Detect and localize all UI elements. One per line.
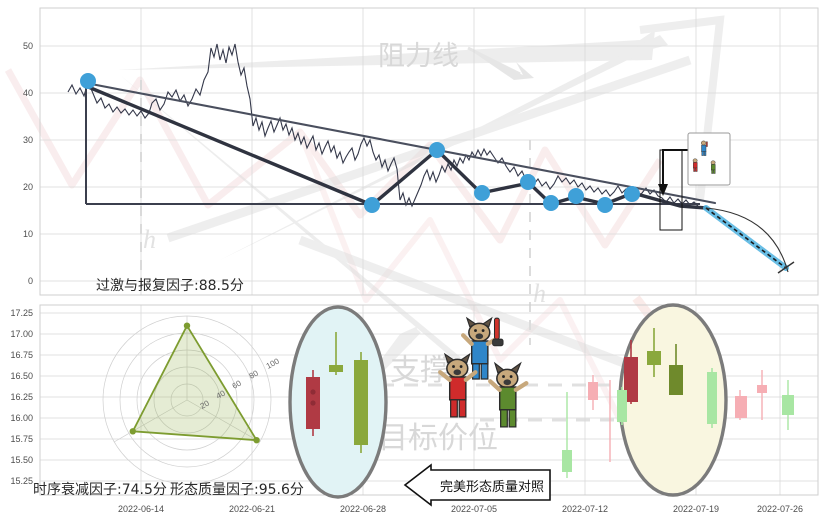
bot-ytick-1: 17.25 xyxy=(10,308,33,318)
callout-perfect-pattern[interactable]: 完美形态质量对照 xyxy=(403,463,551,507)
label-quality-factor: 形态质量因子:95.6分 xyxy=(170,482,304,498)
pivot-dot xyxy=(543,195,559,211)
pivot-dot xyxy=(364,197,380,213)
pivot-dots xyxy=(80,73,640,213)
bot-ytick-7: 15.75 xyxy=(10,434,33,444)
dog-green xyxy=(488,361,529,428)
bot-ytick-6: 16.00 xyxy=(10,413,33,423)
dog-red xyxy=(438,352,478,418)
factor-radar-chart: 20 40 60 80 100 xyxy=(102,315,281,485)
bot-ytick-9: 15.25 xyxy=(10,476,33,486)
inset-dog-green xyxy=(710,160,716,174)
inset-dog-blue xyxy=(700,140,708,156)
projection-curve xyxy=(705,207,789,273)
label-aggression-factor: 过激与报复因子:88.5分 xyxy=(96,277,244,294)
candle-group-right xyxy=(617,328,717,428)
dog-blue xyxy=(461,316,504,380)
pivot-dot xyxy=(568,188,584,204)
projection-dash xyxy=(705,207,787,269)
xtick-2: 2022-06-28 xyxy=(340,504,386,514)
watermark-h-2: h xyxy=(533,279,546,308)
mascot-trio xyxy=(438,316,529,428)
watermark-h-1: h xyxy=(143,225,156,254)
top-ytick-30: 30 xyxy=(23,135,33,145)
callout-label: 完美形态质量对照 xyxy=(440,480,544,495)
xtick-4: 2022-07-12 xyxy=(562,504,608,514)
bot-ytick-4: 16.50 xyxy=(10,371,33,381)
top-plot-frame xyxy=(39,7,819,296)
bot-ytick-5: 16.25 xyxy=(10,392,33,402)
radar-vertex xyxy=(253,437,260,444)
resistance-trendline xyxy=(84,81,717,205)
pivot-dot xyxy=(80,73,96,89)
price-line xyxy=(67,43,699,208)
top-ytick-10: 10 xyxy=(23,229,33,239)
xtick-1: 2022-06-21 xyxy=(229,504,275,514)
inset-dog-red xyxy=(692,158,698,172)
bot-ytick-2: 17.00 xyxy=(10,329,33,339)
mascot-inset xyxy=(687,132,731,186)
top-ytick-40: 40 xyxy=(23,88,33,98)
highlight-ellipse-left xyxy=(288,305,388,499)
watermark-target-price: 目标价位 xyxy=(378,421,498,456)
pivot-dot xyxy=(597,197,613,213)
xtick-6: 2022-07-26 xyxy=(757,504,803,514)
candle-group-left xyxy=(306,332,368,453)
pivot-dot xyxy=(474,185,490,201)
xtick-0: 2022-06-14 xyxy=(118,504,164,514)
bot-ytick-3: 16.75 xyxy=(10,350,33,360)
top-ytick-50: 50 xyxy=(23,41,33,51)
pivot-dot xyxy=(429,142,445,158)
radar-vertex xyxy=(183,322,191,329)
radar-polygon xyxy=(131,323,259,442)
radar-vertex xyxy=(129,428,136,435)
xtick-5: 2022-07-19 xyxy=(673,504,719,514)
top-ytick-20: 20 xyxy=(23,182,33,192)
candle-group-faded xyxy=(562,370,794,478)
bot-ytick-8: 15.50 xyxy=(10,455,33,465)
label-decay-factor: 时序衰减因子:74.5分 xyxy=(33,481,167,498)
pivot-dot xyxy=(520,174,536,190)
inset-frame xyxy=(687,132,731,186)
pivot-dot xyxy=(624,186,640,202)
top-ytick-0: 0 xyxy=(28,276,33,286)
xtick-3: 2022-07-05 xyxy=(451,504,497,514)
projection-tick xyxy=(777,261,795,274)
measure-rect xyxy=(659,149,683,231)
